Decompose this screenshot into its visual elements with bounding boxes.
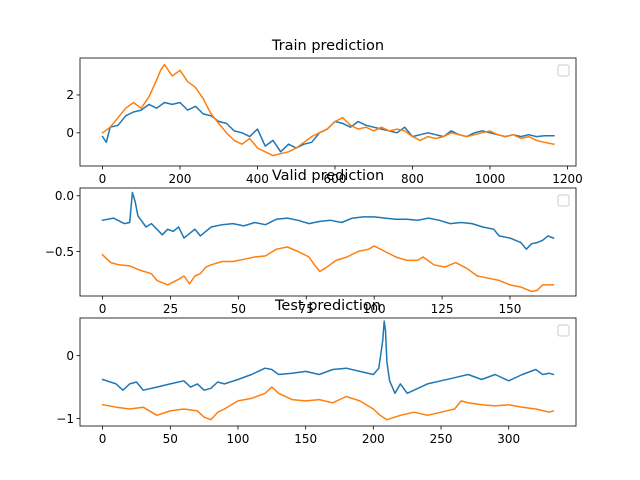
legend-box [557,324,570,337]
y-tick-label: 2 [66,88,74,102]
chart-title: Valid prediction [272,168,384,184]
series-line-2 [101,245,555,293]
x-tick: 100 [227,426,250,446]
subplot-3: 0 50 100 150 200 250 300 0 −1 [56,317,577,446]
x-tick: 0 [99,426,107,446]
axes-frame [79,57,577,167]
x-tick-label: 25 [163,302,178,316]
x-tick-label: 0 [99,172,107,186]
x-tick-label: 1200 [552,172,583,186]
legend-box [557,194,570,207]
chart-title: Test prediction [274,298,381,314]
x-tick-label: 0 [99,432,107,446]
legend-box [557,64,570,77]
y-tick: −1 [56,412,80,426]
y-tick: 0 [66,126,80,140]
x-tick-label: 600 [324,172,347,186]
x-tick-label: 150 [499,302,522,316]
x-tick: 0 [99,166,107,186]
x-tick: 100 [363,296,386,316]
chart-title: Train prediction [271,38,384,54]
x-tick: 400 [246,166,269,186]
x-tick-label: 150 [294,432,317,446]
subplot-2: 0 25 50 75 100 125 150 0.0 −0.5 [45,187,577,316]
series-line-2 [101,63,555,157]
x-tick-label: 125 [431,302,454,316]
x-tick: 25 [163,296,178,316]
series-line-1 [101,191,555,250]
x-tick: 75 [299,296,314,316]
x-tick: 300 [497,426,520,446]
x-tick: 0 [99,296,107,316]
x-tick-label: 800 [401,172,424,186]
x-tick-label: 100 [363,302,386,316]
x-tick-label: 250 [430,432,453,446]
x-tick-label: 200 [362,432,385,446]
y-tick: −0.5 [45,245,80,259]
x-tick: 1200 [552,166,583,186]
x-tick: 200 [362,426,385,446]
x-tick-label: 50 [231,302,246,316]
axes-frame [79,317,577,427]
x-tick-label: 100 [227,432,250,446]
series-line-2 [101,386,555,421]
x-tick-label: 1000 [475,172,506,186]
series-line-1 [101,320,555,395]
axes-frame [79,187,577,297]
x-tick: 50 [231,296,246,316]
x-tick: 800 [401,166,424,186]
x-tick-label: 75 [299,302,314,316]
x-tick: 150 [294,426,317,446]
x-tick: 250 [430,426,453,446]
x-tick-label: 300 [497,432,520,446]
y-tick-label: −0.5 [45,245,74,259]
y-tick: 0 [66,349,80,363]
x-tick-label: 50 [163,432,178,446]
y-tick-label: 0 [66,349,74,363]
x-tick: 1000 [475,166,506,186]
y-tick-label: −1 [56,412,74,426]
y-tick: 2 [66,88,80,102]
x-tick-label: 0 [99,302,107,316]
x-tick-label: 400 [246,172,269,186]
y-tick-label: 0 [66,126,74,140]
y-tick: 0.0 [55,189,80,203]
x-tick: 600 [324,166,347,186]
x-tick: 50 [163,426,178,446]
x-tick: 200 [169,166,192,186]
x-tick: 125 [431,296,454,316]
y-tick-label: 0.0 [55,189,74,203]
subplot-1: 0 200 400 600 800 1000 1200 0 2 [66,57,583,186]
x-tick: 150 [499,296,522,316]
x-tick-label: 200 [169,172,192,186]
